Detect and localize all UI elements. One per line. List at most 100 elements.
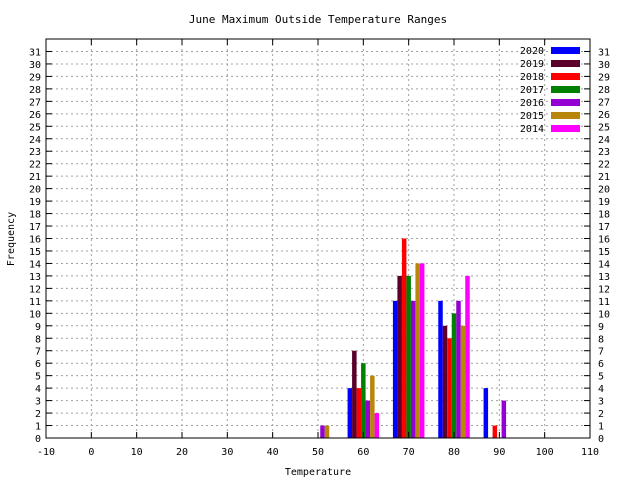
bar-2019 [352, 350, 357, 438]
y-axis-label: Frequency [6, 212, 17, 266]
y-tick-label-right: 3 [598, 397, 604, 408]
y-tick-label-right: 29 [598, 72, 610, 83]
y-tick-label-left: 10 [29, 309, 41, 320]
y-tick-label-right: 28 [598, 85, 610, 96]
bar-2014 [419, 263, 425, 438]
bar-2018 [356, 388, 362, 438]
legend-label-2017: 2017 [520, 85, 544, 96]
bar-2020 [347, 388, 353, 438]
bar-2016 [456, 300, 461, 438]
chart-title: June Maximum Outside Temperature Ranges [189, 13, 447, 26]
bar-2017 [406, 275, 411, 438]
bar-2016 [365, 400, 371, 438]
bar-2019 [397, 275, 402, 438]
x-tick-label: 40 [267, 447, 279, 458]
y-tick-label-left: 14 [29, 259, 41, 270]
y-tick-label-left: 16 [29, 235, 41, 246]
y-tick-label-left: 7 [35, 347, 41, 358]
y-tick-label-right: 18 [598, 210, 610, 221]
y-tick-label-left: 15 [29, 247, 41, 258]
bar-2014 [465, 275, 470, 438]
y-tick-label-right: 25 [598, 122, 610, 133]
x-axis-label: Temperature [285, 467, 351, 478]
y-tick-label-right: 22 [598, 160, 610, 171]
y-tick-label-right: 23 [598, 147, 610, 158]
y-tick-label-right: 0 [598, 434, 604, 445]
y-tick-label-left: 31 [29, 47, 41, 58]
y-tick-label-left: 11 [29, 297, 41, 308]
bar-2018 [447, 338, 452, 438]
bar-2015 [370, 375, 375, 438]
grid [46, 39, 590, 438]
y-tick-label-left: 5 [35, 372, 41, 383]
legend-swatch-2017 [551, 86, 580, 93]
y-tick-label-right: 15 [598, 247, 610, 258]
y-tick-label-right: 20 [598, 185, 610, 196]
y-tick-label-left: 21 [29, 172, 41, 183]
bar-2020 [483, 388, 489, 438]
y-tick-label-left: 4 [35, 384, 41, 395]
y-tick-label-left: 9 [35, 322, 41, 333]
bar-2017 [451, 313, 457, 438]
bar-2015 [460, 325, 466, 438]
bar-2017 [361, 363, 366, 438]
y-tick-label-right: 21 [598, 172, 610, 183]
bar-2016 [501, 400, 507, 438]
y-tick-label-right: 24 [598, 135, 610, 146]
x-tick-label: -10 [37, 447, 55, 458]
y-tick-label-right: 9 [598, 322, 604, 333]
x-tick-label: 60 [357, 447, 369, 458]
y-tick-label-left: 24 [29, 135, 41, 146]
y-tick-label-left: 23 [29, 147, 41, 158]
bar-2015 [415, 263, 420, 438]
bar-2016 [320, 425, 325, 438]
y-tick-label-left: 13 [29, 272, 41, 283]
legend-swatch-2020 [551, 47, 580, 54]
bar-2016 [410, 300, 416, 438]
bar-2014 [374, 413, 380, 438]
x-tick-label: 100 [536, 447, 554, 458]
legend-swatch-2015 [551, 112, 580, 119]
y-tick-label-left: 8 [35, 334, 41, 345]
y-tick-label-left: 3 [35, 397, 41, 408]
x-tick-label: 80 [448, 447, 460, 458]
x-tick-label: 0 [88, 447, 94, 458]
y-tick-label-right: 7 [598, 347, 604, 358]
y-tick-label-left: 28 [29, 85, 41, 96]
y-tick-label-right: 8 [598, 334, 604, 345]
y-tick-label-right: 12 [598, 284, 610, 295]
bar-2015 [324, 425, 330, 438]
legend-swatch-2016 [551, 99, 580, 106]
x-tick-label: 70 [403, 447, 415, 458]
legend-label-2018: 2018 [520, 72, 544, 83]
y-tick-label-left: 20 [29, 185, 41, 196]
bar-2019 [442, 325, 448, 438]
y-tick-label-left: 0 [35, 434, 41, 445]
y-tick-label-left: 30 [29, 60, 41, 71]
legend-label-2019: 2019 [520, 59, 544, 70]
x-tick-label: 90 [493, 447, 505, 458]
y-tick-label-left: 2 [35, 409, 41, 420]
y-tick-label-right: 5 [598, 372, 604, 383]
y-tick-label-left: 22 [29, 160, 41, 171]
x-tick-label: 110 [581, 447, 599, 458]
legend: 2020 2019 2018 2017 2016 2015 2014 [520, 46, 580, 135]
bars [320, 238, 507, 438]
y-tick-label-right: 4 [598, 384, 604, 395]
y-tick-label-right: 6 [598, 359, 604, 370]
y-tick-label-right: 2 [598, 409, 604, 420]
x-tick-label: 20 [176, 447, 188, 458]
y-tick-label-left: 17 [29, 222, 41, 233]
y-tick-label-left: 19 [29, 197, 41, 208]
bar-2020 [438, 300, 443, 438]
y-tick-label-right: 30 [598, 60, 610, 71]
x-tick-label: 10 [131, 447, 143, 458]
y-tick-label-left: 29 [29, 72, 41, 83]
bar-2018 [401, 238, 407, 438]
legend-label-2016: 2016 [520, 98, 544, 109]
legend-label-2020: 2020 [520, 46, 544, 57]
legend-swatch-2014 [551, 125, 580, 132]
y-tick-label-left: 1 [35, 422, 41, 433]
y-tick-label-left: 18 [29, 210, 41, 221]
